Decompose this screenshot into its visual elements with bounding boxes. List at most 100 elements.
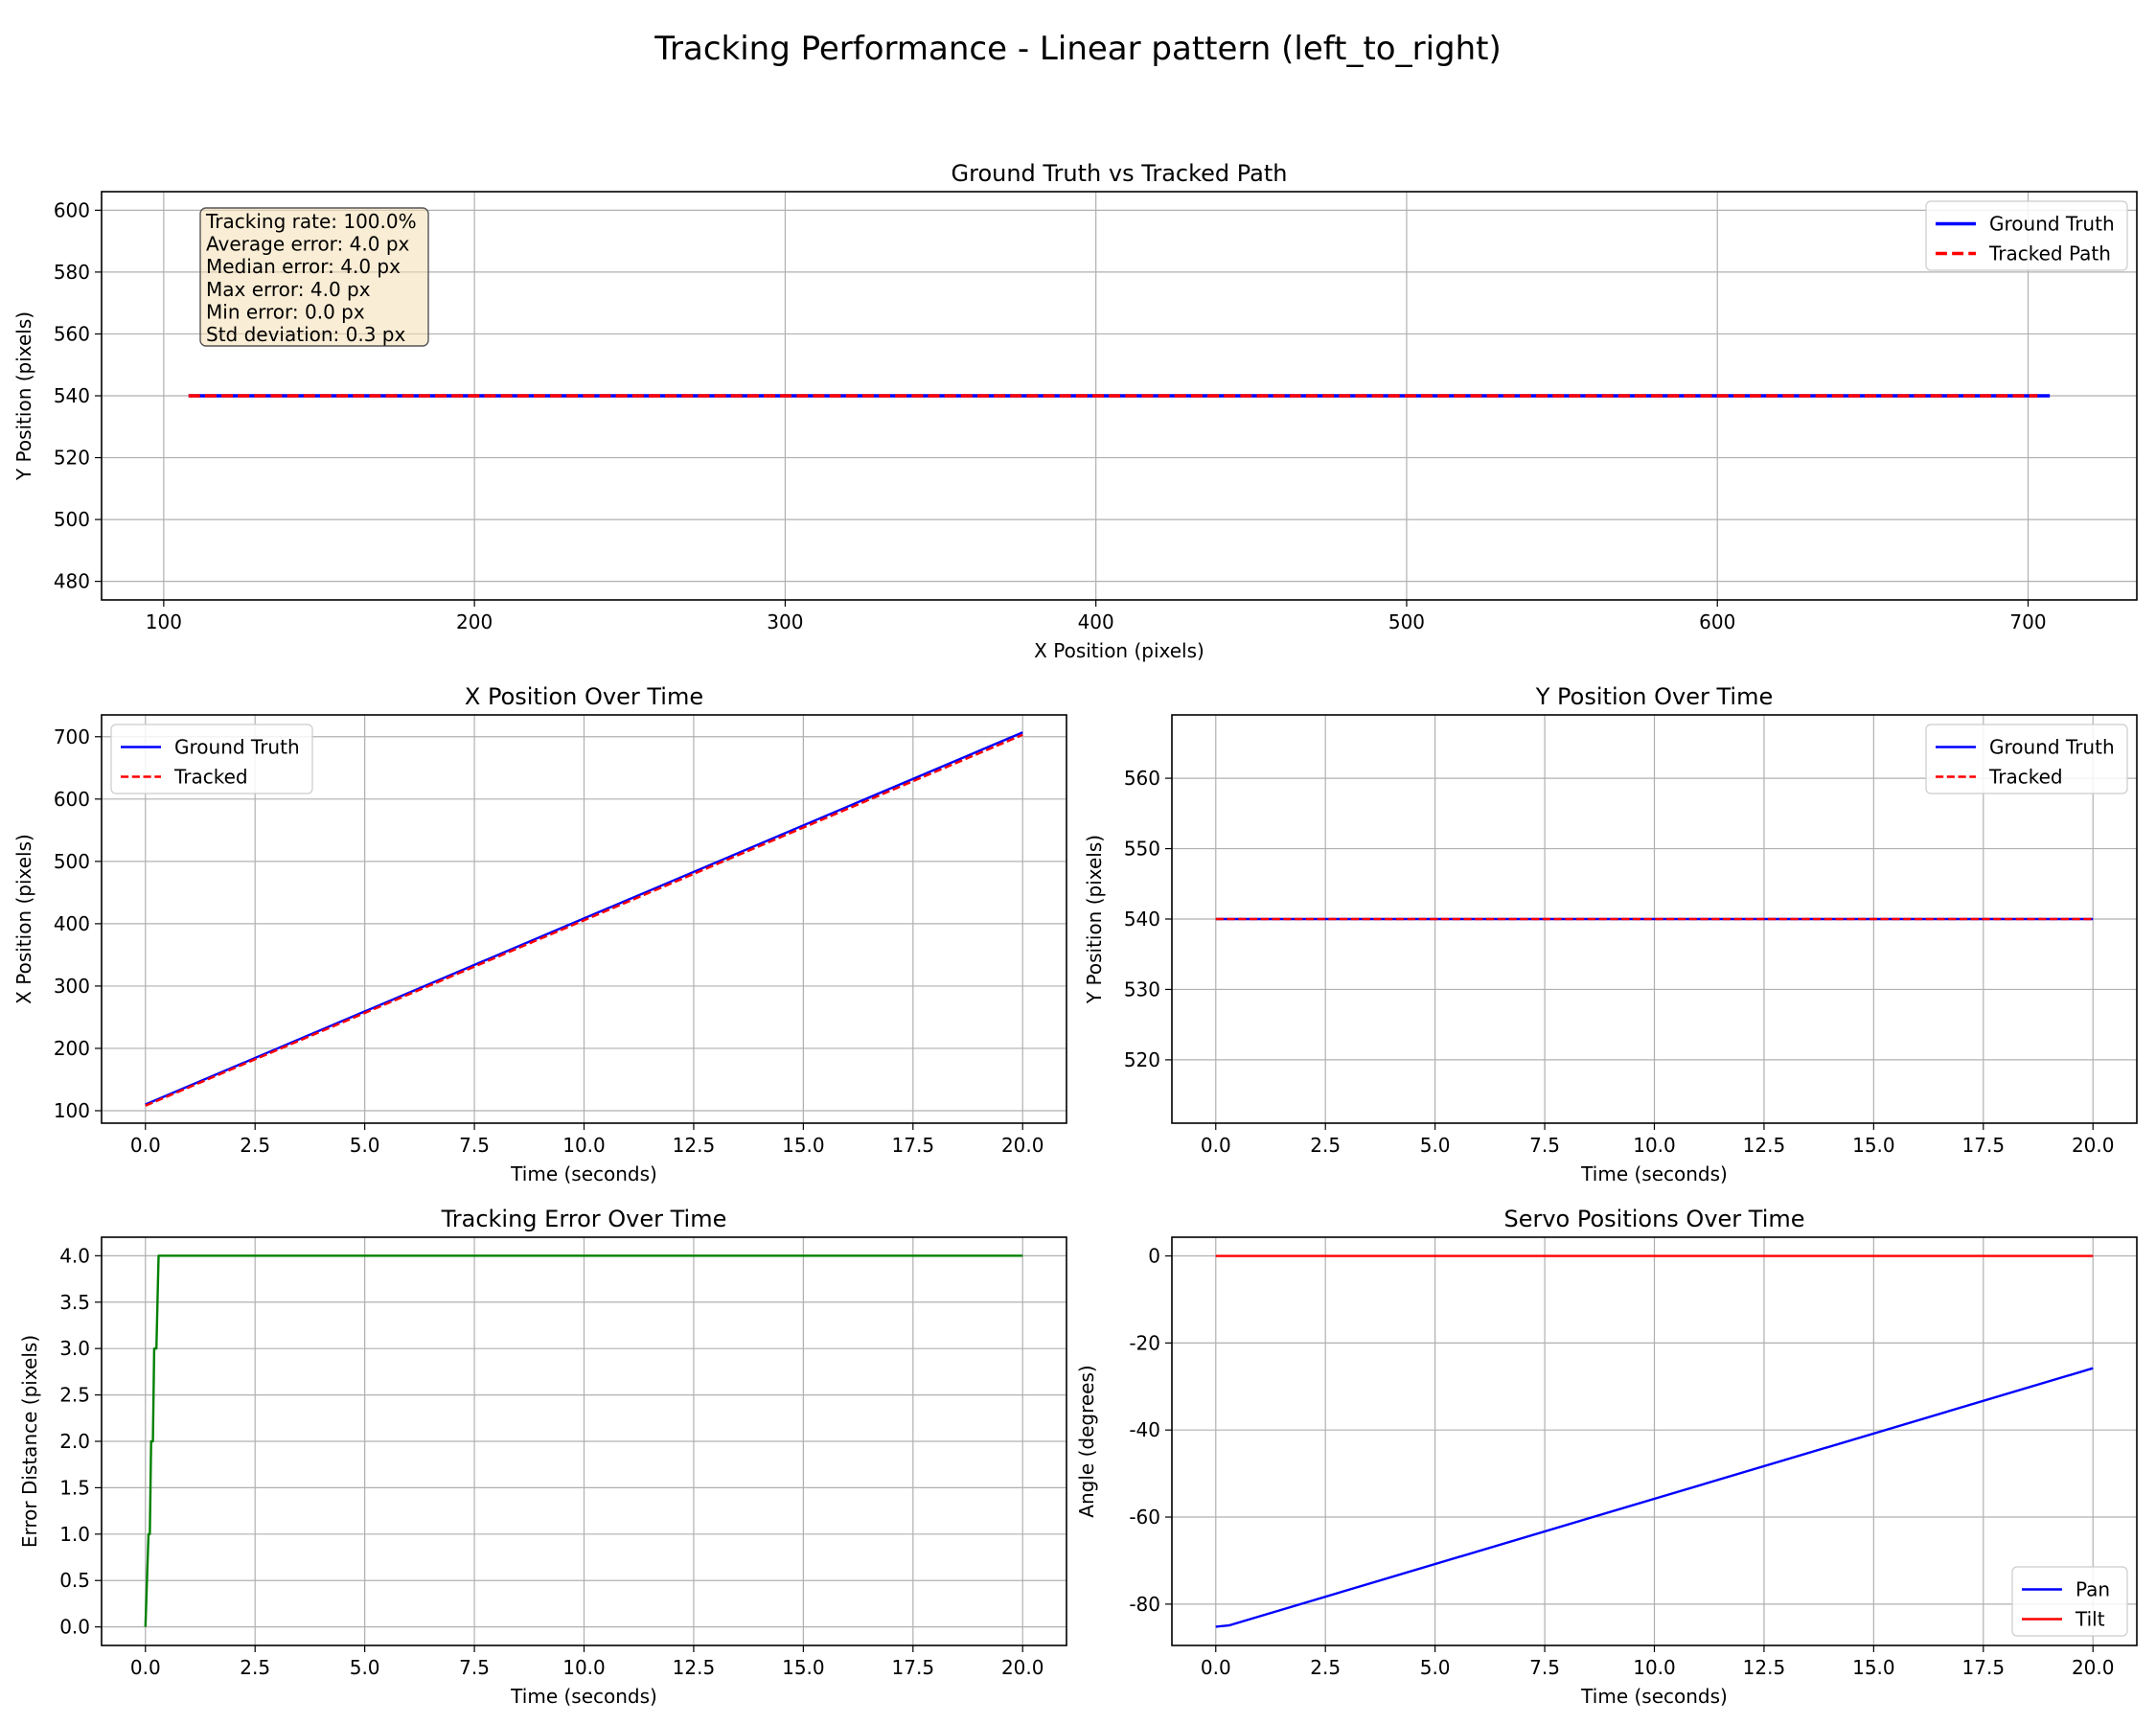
- x-axis-label: X Position (pixels): [1034, 639, 1204, 662]
- stats-line: Max error: 4.0 px: [206, 278, 371, 301]
- legend-entry: Pan: [2076, 1578, 2110, 1601]
- y-tick-label: 580: [54, 261, 90, 284]
- y-tick-label: -20: [1129, 1331, 1160, 1354]
- y-tick-label: 540: [54, 384, 90, 407]
- y-tick-label: 200: [54, 1037, 90, 1060]
- x-tick-label: 5.0: [1420, 1656, 1451, 1679]
- x-tick-label: 7.5: [1529, 1656, 1560, 1679]
- x-axis-label: Time (seconds): [1580, 1162, 1728, 1185]
- stats-line: Min error: 0.0 px: [206, 300, 365, 323]
- x-tick-label: 0.0: [130, 1656, 161, 1679]
- x-tick-label: 0.0: [130, 1134, 161, 1157]
- x-tick-label: 500: [1388, 610, 1425, 633]
- x-tick-label: 100: [146, 610, 182, 633]
- x-tick-label: 12.5: [673, 1134, 716, 1157]
- y-tick-label: 0: [1148, 1245, 1160, 1268]
- y-tick-label: 600: [54, 788, 90, 811]
- legend-entry: Tracked: [1988, 766, 2063, 789]
- legend: Ground Truth Tracked: [1925, 724, 2128, 794]
- y-tick-label: 500: [54, 850, 90, 873]
- x-tick-label: 12.5: [673, 1656, 716, 1679]
- x-tick-label: 200: [456, 610, 493, 633]
- y-tick-label: 600: [54, 198, 90, 221]
- y-tick-label: 700: [54, 725, 90, 748]
- y-tick-label: 3.0: [59, 1337, 90, 1360]
- y-tick-label: 300: [54, 975, 90, 998]
- y-axis-label: Angle (degrees): [1075, 1365, 1098, 1517]
- y-tick-label: 560: [54, 322, 90, 345]
- y-tick-label: 550: [1124, 838, 1160, 861]
- series-line-error: [144, 1254, 1023, 1627]
- x-tick-label: 400: [1078, 610, 1114, 633]
- x-tick-label: 5.0: [350, 1134, 380, 1157]
- y-tick-label: -80: [1129, 1593, 1160, 1616]
- y-axis-label: Y Position (pixels): [1083, 835, 1106, 1004]
- y-tick-label: 2.5: [59, 1384, 90, 1407]
- chart-title: Servo Positions Over Time: [1503, 1206, 1804, 1232]
- x-tick-label: 15.0: [1852, 1656, 1895, 1679]
- legend-entry: Ground Truth: [1989, 736, 2115, 759]
- x-tick-label: 10.0: [562, 1134, 606, 1157]
- x-tick-label: 17.5: [892, 1656, 935, 1679]
- y-tick-label: 530: [1124, 978, 1160, 1000]
- x-tick-label: 0.0: [1201, 1656, 1231, 1679]
- chart-title: Y Position Over Time: [1535, 683, 1773, 710]
- y-tick-label: 1.0: [59, 1523, 90, 1546]
- stats-line: Tracking rate: 100.0%: [205, 210, 417, 233]
- x-tick-label: 7.5: [459, 1134, 490, 1157]
- x-tick-label: 17.5: [1962, 1656, 2006, 1679]
- series-line-pan: [1215, 1367, 2094, 1628]
- chart-title: Ground Truth vs Tracked Path: [952, 160, 1288, 187]
- plot-frame: [1171, 1236, 2138, 1646]
- plot-frame: [101, 191, 2138, 601]
- y-tick-label: 1.5: [59, 1476, 90, 1499]
- y-tick-label: 2.0: [59, 1430, 90, 1453]
- x-tick-label: 600: [1699, 610, 1735, 633]
- stats-line: Median error: 4.0 px: [206, 255, 401, 278]
- y-tick-label: 520: [54, 447, 90, 470]
- x-tick-label: 20.0: [2072, 1656, 2115, 1679]
- chart-error: 0.0 2.5 5.0 7.5 10.0 12.5 15.0 17.5 20.0 0.0 0.5 1.…: [18, 1206, 1067, 1708]
- y-axis-label: X Position (pixels): [12, 834, 35, 1004]
- legend-box: [110, 724, 313, 794]
- x-tick-label: 5.0: [1420, 1134, 1451, 1157]
- chart-title: Tracking Error Over Time: [441, 1206, 727, 1232]
- y-tick-label: 0.5: [59, 1569, 90, 1592]
- y-tick-label: 520: [1124, 1048, 1160, 1071]
- y-tick-label: 560: [1124, 767, 1160, 790]
- y-axis-label: Error Distance (pixels): [18, 1335, 41, 1548]
- legend-entry: Ground Truth: [1989, 213, 2115, 236]
- y-tick-label: 3.5: [59, 1291, 90, 1314]
- y-tick-label: -40: [1129, 1418, 1160, 1441]
- y-tick-label: -60: [1129, 1506, 1160, 1529]
- x-axis-label: Time (seconds): [510, 1685, 657, 1708]
- x-tick-label: 17.5: [1962, 1134, 2006, 1157]
- chart-path: 100 200 300 400 500 600 700 480 500 520 540 560 580 6…: [12, 160, 2138, 662]
- x-tick-label: 10.0: [562, 1656, 606, 1679]
- x-tick-label: 15.0: [782, 1656, 825, 1679]
- legend: Ground Truth Tracked Path: [1925, 200, 2128, 271]
- x-tick-label: 2.5: [240, 1656, 270, 1679]
- chart-servo: 0.0 2.5 5.0 7.5 10.0 12.5 15.0 17.5 20.0 0 -20 -40 -…: [1075, 1206, 2138, 1708]
- x-axis-label: Time (seconds): [510, 1162, 657, 1185]
- x-tick-label: 7.5: [459, 1656, 490, 1679]
- x-tick-label: 20.0: [1001, 1134, 1044, 1157]
- x-tick-label: 10.0: [1633, 1656, 1676, 1679]
- stats-line: Std deviation: 0.3 px: [206, 323, 406, 346]
- y-tick-label: 100: [54, 1099, 90, 1122]
- y-tick-label: 540: [1124, 908, 1160, 931]
- legend-entry: Ground Truth: [174, 736, 300, 759]
- figure-title: Tracking Performance - Linear pattern (l…: [654, 30, 1502, 68]
- plot-frame: [101, 1236, 1067, 1646]
- series-line-tracked: [145, 733, 1023, 1107]
- legend-box: [1925, 200, 2128, 271]
- y-tick-label: 4.0: [59, 1244, 90, 1267]
- stats-box-frame: [199, 207, 429, 347]
- x-tick-label: 15.0: [782, 1134, 825, 1157]
- x-tick-label: 15.0: [1852, 1134, 1895, 1157]
- x-tick-label: 20.0: [2072, 1134, 2115, 1157]
- stats-box: Tracking rate: 100.0%Average error: 4.0 …: [199, 207, 429, 347]
- legend-entry: Tilt: [2075, 1608, 2105, 1631]
- legend-entry: Tracked: [173, 766, 248, 789]
